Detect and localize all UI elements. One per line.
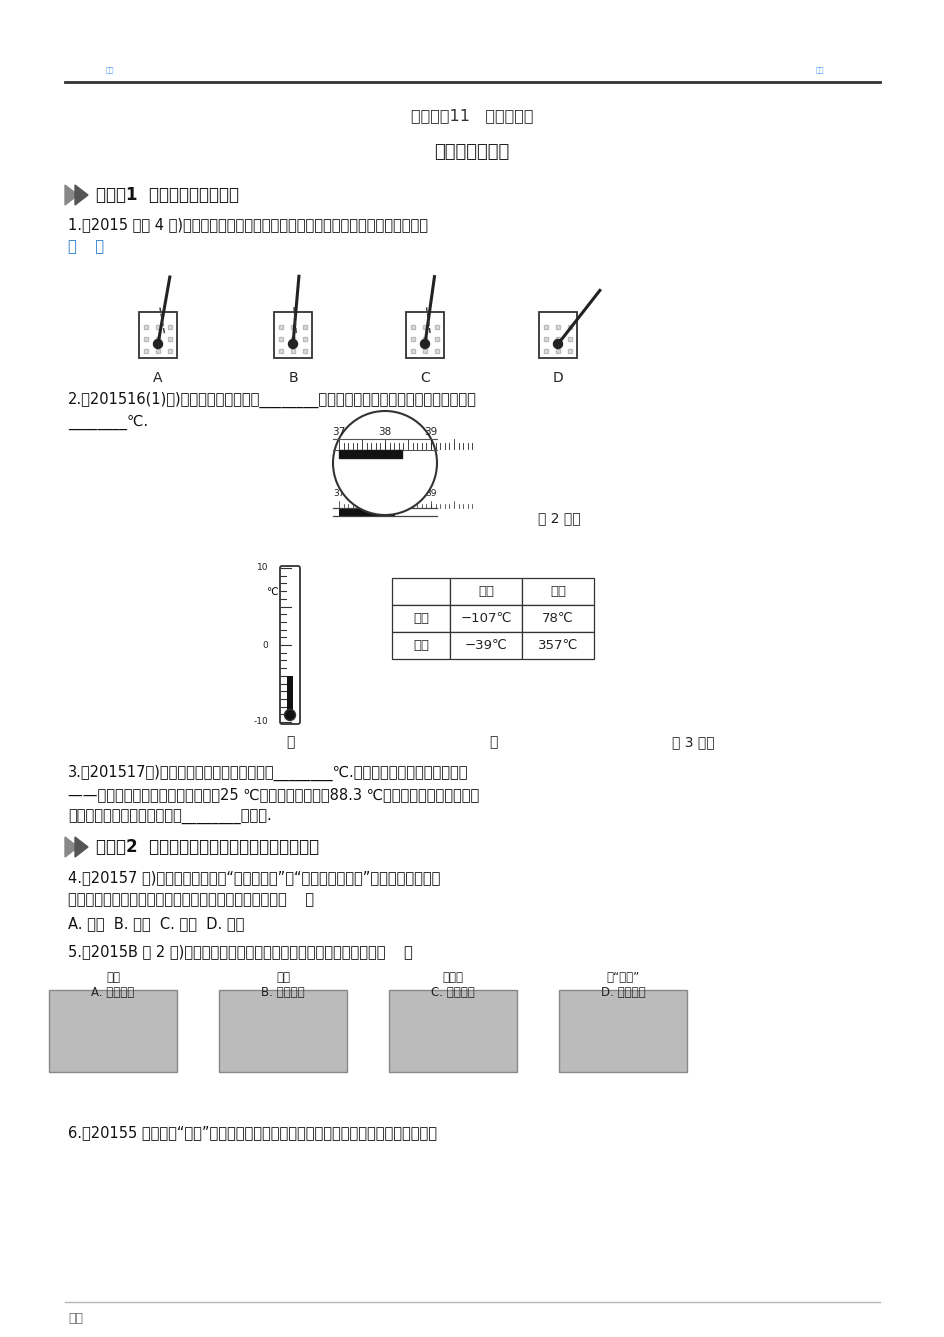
Text: 命题点2  物态变化的辨识及过程中的吸放热判断: 命题点2 物态变化的辨识及过程中的吸放热判断: [96, 838, 319, 856]
Text: 39: 39: [425, 489, 436, 497]
Text: 39: 39: [424, 427, 437, 437]
Polygon shape: [75, 185, 88, 205]
Text: 清融: 清融: [106, 971, 120, 984]
Bar: [339, 451, 402, 459]
Bar: [449, 606, 521, 632]
Text: 357℃: 357℃: [537, 639, 578, 652]
Bar: [274, 312, 312, 358]
Bar: [392, 578, 449, 606]
Text: 10: 10: [256, 563, 268, 572]
Text: D: D: [552, 370, 563, 385]
Text: 二二: 二二: [106, 67, 114, 74]
FancyBboxPatch shape: [279, 566, 299, 725]
Text: 37: 37: [333, 489, 345, 497]
Text: −107℃: −107℃: [460, 612, 511, 624]
Circle shape: [420, 340, 429, 349]
Text: D. 树枝上形: D. 树枝上形: [600, 985, 645, 999]
Text: 37: 37: [332, 427, 346, 437]
Bar: [521, 606, 594, 632]
Text: 3.（201517题)如图甲所示，温度计的示数是________℃.我国第一个南极科学考察基地: 3.（201517题)如图甲所示，温度计的示数是________℃.我国第一个南…: [68, 765, 468, 781]
Bar: [49, 989, 177, 1072]
Text: 1.（2015 滨州 4 题)如图是四位同学用温度计测水温的实验操作过程，其中正确的是: 1.（2015 滨州 4 题)如图是四位同学用温度计测水温的实验操作过程，其中正…: [68, 218, 428, 233]
Text: （    ）: （ ）: [68, 239, 104, 254]
Text: C: C: [420, 370, 430, 385]
Text: 成“雾淞”: 成“雾淞”: [606, 971, 639, 984]
Circle shape: [284, 710, 295, 721]
Text: A. 冰雪遇暖: A. 冰雪遇暖: [92, 985, 134, 999]
Circle shape: [553, 340, 562, 349]
Text: 2.（201516(1)题)体温计是根据液体的________规律制成的，如图所示的体温计的示数是: 2.（201516(1)题)体温计是根据液体的________规律制成的，如图所…: [68, 392, 477, 408]
Text: -10: -10: [253, 718, 268, 726]
Bar: [139, 312, 177, 358]
Text: 资料: 资料: [68, 1312, 83, 1325]
Text: ________℃.: ________℃.: [68, 414, 148, 429]
Bar: [392, 632, 449, 659]
Text: 命题点分类集训: 命题点分类集训: [434, 143, 509, 160]
Text: B: B: [288, 370, 297, 385]
Text: 38: 38: [379, 489, 390, 497]
Text: C. 电燨斗冒: C. 电燨斗冒: [430, 985, 475, 999]
Bar: [521, 632, 594, 659]
Bar: [559, 989, 686, 1072]
Text: 0: 0: [262, 640, 268, 650]
Text: 第 2 题图: 第 2 题图: [537, 511, 580, 525]
Text: ℃: ℃: [266, 587, 278, 598]
Text: 在南极长城站测气温时应选用________温度计.: 在南极长城站测气温时应选用________温度计.: [68, 809, 272, 825]
Text: 甲: 甲: [285, 735, 294, 749]
Polygon shape: [75, 837, 88, 857]
Bar: [219, 989, 346, 1072]
Bar: [392, 606, 449, 632]
Polygon shape: [65, 837, 78, 857]
Text: 消失: 消失: [276, 971, 290, 984]
Text: 水银: 水银: [413, 639, 429, 652]
Text: 燘点: 燘点: [478, 586, 494, 598]
Text: 6.（20155 题改编）“毛尖”深受人们喜爱，在制茶过程中，通过加热能使新鲜茶叶中的: 6.（20155 题改编）“毛尖”深受人们喜爱，在制茶过程中，通过加热能使新鲜茶…: [68, 1126, 436, 1140]
Circle shape: [288, 340, 297, 349]
Bar: [406, 312, 444, 358]
Text: ——中国南极长城站的平均气温为－25 ℃，最低气温可达－88.3 ℃，依据图乙提供的数据，: ——中国南极长城站的平均气温为－25 ℃，最低气温可达－88.3 ℃，依据图乙提…: [68, 787, 479, 802]
Text: 酒精: 酒精: [413, 612, 429, 624]
Text: 5.（2015B 卷 2 题)如图所示的四种现象中，其物态变化属于液化的是（    ）: 5.（2015B 卷 2 题)如图所示的四种现象中，其物态变化属于液化的是（ ）: [68, 944, 413, 960]
Bar: [389, 989, 516, 1072]
Polygon shape: [65, 185, 78, 205]
Bar: [449, 632, 521, 659]
Bar: [521, 578, 594, 606]
Bar: [287, 675, 293, 717]
Text: 78℃: 78℃: [542, 612, 573, 624]
Text: 出白雾: 出白雾: [442, 971, 463, 984]
Text: 第 3 题图: 第 3 题图: [671, 735, 714, 749]
Text: B. 露珠逐渐: B. 露珠逐渐: [261, 985, 305, 999]
Text: 二二: 二二: [815, 67, 823, 74]
Text: −39℃: −39℃: [464, 639, 507, 652]
Text: 命题点1  温度计的使用和读数: 命题点1 温度计的使用和读数: [96, 186, 239, 205]
Text: 了防止火花点燃汽油引起火灾．因为在常温下汽油容易（    ）: 了防止火花点燃汽油引起火灾．因为在常温下汽油容易（ ）: [68, 893, 313, 908]
Text: 4.（20157 题)加油站常年悬挂着“请息火加油”、“请不要使用手机”等标语．这样是为: 4.（20157 题)加油站常年悬挂着“请息火加油”、“请不要使用手机”等标语．…: [68, 870, 440, 885]
Circle shape: [153, 340, 162, 349]
Text: A: A: [153, 370, 162, 385]
Text: A. 汽化  B. 液化  C. 凝华  D. 升华: A. 汽化 B. 液化 C. 凝华 D. 升华: [68, 916, 244, 932]
Circle shape: [332, 410, 436, 515]
Text: 乙: 乙: [488, 735, 497, 749]
Bar: [538, 312, 577, 358]
Bar: [339, 509, 395, 516]
Text: 分类集训11   物态变化）: 分类集训11 物态变化）: [411, 108, 532, 123]
Bar: [449, 578, 521, 606]
Text: 38: 38: [378, 427, 391, 437]
Text: 永点: 永点: [549, 586, 565, 598]
